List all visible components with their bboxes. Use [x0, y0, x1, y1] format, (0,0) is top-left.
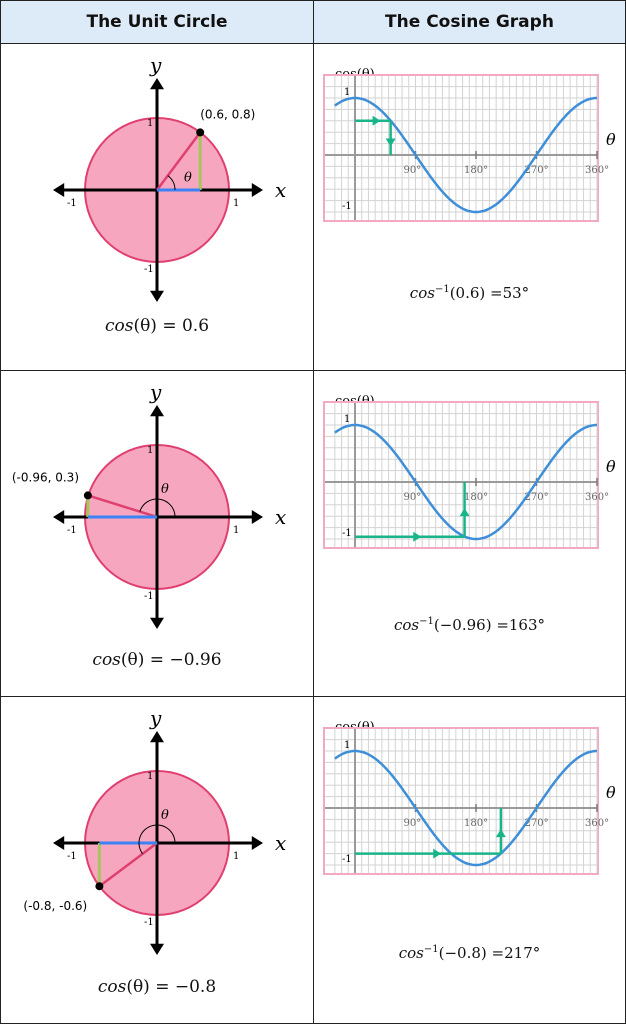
header-unit-circle: The Unit Circle [0, 0, 314, 44]
point-marker [83, 491, 92, 500]
x-axis-label: x [275, 178, 286, 202]
cosine-curve [334, 749, 597, 867]
lookup-vertical-arrow [495, 829, 506, 838]
tick-label-x-pos: 1 [233, 525, 239, 536]
graph-border [323, 401, 599, 549]
tick-label-y-pos: 1 [147, 771, 153, 782]
row-2-graph-cell: cos(θ)90°180°270°360°θ1-1 cos−1(−0.96) =… [313, 370, 626, 697]
row-1-graph-cell: cos(θ)90°180°270°360°θ1-1 cos−1(0.6) =53… [313, 43, 626, 371]
cosine-curve [334, 423, 597, 541]
theta-tick-label: 360° [585, 492, 609, 503]
theta-tick-label: 270° [525, 492, 549, 503]
graph-border [323, 74, 599, 222]
theta-tick-label: 180° [464, 492, 488, 503]
point-coordinate-label: (0.6, 0.8) [200, 107, 255, 121]
graph-caption: cos−1(−0.8) =217° [398, 944, 541, 962]
theta-tick-label: 90° [404, 492, 422, 503]
theta-label: θ [184, 170, 192, 185]
point-coordinate-label: (-0.96, 0.3) [12, 470, 79, 484]
tick-label-y-pos: 1 [147, 445, 153, 456]
tick-label-y-neg: -1 [144, 591, 154, 602]
unit-circle-diagram: x y 1 -1 1 -1 θ (-0.8, -0.6) [23, 706, 286, 955]
point-coordinate-label: (-0.8, -0.6) [23, 899, 87, 913]
x-axis-arrow-right [251, 183, 263, 197]
theta-axis-label: θ [606, 130, 616, 149]
x-axis-arrow-left [53, 836, 65, 850]
tick-label-x-neg: -1 [67, 198, 77, 209]
theta-tick-label: 90° [404, 818, 422, 829]
row-3-circle-cell: x y 1 -1 1 -1 θ (-0.8, -0.6) cos(θ) = −0.8 [0, 696, 314, 1024]
theta-tick-label: 270° [525, 818, 549, 829]
graph-caption: cos−1(−0.96) =163° [393, 616, 546, 634]
x-axis-arrow-left [53, 183, 65, 197]
x-axis-arrow-right [251, 836, 263, 850]
radius-line [98, 841, 158, 888]
y-axis-label: y [149, 706, 162, 730]
y-tick-label-top: 1 [344, 414, 350, 425]
radius-line [87, 494, 158, 519]
row-3-graph-cell: cos(θ)90°180°270°360°θ1-1 cos−1(−0.8) =2… [313, 696, 626, 1024]
graph-caption: cos−1(0.6) =53° [409, 284, 530, 302]
theta-tick-label: 180° [464, 818, 488, 829]
x-axis-label: x [275, 831, 286, 855]
y-axis-arrow-up [150, 405, 164, 417]
y-tick-label-bottom: -1 [342, 854, 352, 865]
angle-arc [139, 498, 176, 518]
y-axis-arrow-down [150, 290, 164, 302]
y-axis-arrow-down [150, 617, 164, 629]
cosine-graph: cos(θ)90°180°270°360°θ1-1 [323, 720, 616, 875]
lookup-horizontal-arrow [372, 115, 381, 126]
x-axis-arrow-right [251, 510, 263, 524]
lookup-horizontal-arrow [433, 848, 442, 859]
tick-label-y-pos: 1 [147, 118, 153, 129]
lookup-vertical-arrow [385, 138, 396, 147]
theta-label: θ [161, 808, 169, 823]
angle-arc [138, 824, 176, 855]
point-marker [95, 882, 104, 891]
circle-caption: cos(θ) = 0.6 [104, 316, 210, 336]
row-2-circle-cell: x y 1 -1 1 -1 θ (-0.96, 0.3) cos(θ) = −0.96 [0, 370, 314, 697]
cosine-curve [334, 96, 597, 214]
y-tick-label-top: 1 [344, 740, 350, 751]
unit-circle-diagram: x y 1 -1 1 -1 θ (0.6, 0.8) [53, 53, 286, 302]
y-tick-label-top: 1 [344, 87, 350, 98]
unit-circle-diagram: x y 1 -1 1 -1 θ (-0.96, 0.3) [12, 380, 286, 629]
y-axis-label: y [149, 380, 162, 404]
x-axis-label: x [275, 505, 286, 529]
y-tick-label-bottom: -1 [342, 528, 352, 539]
cosine-graph: cos(θ)90°180°270°360°θ1-1 [323, 394, 616, 549]
theta-axis-label: θ [606, 457, 616, 476]
tick-label-x-neg: -1 [67, 525, 77, 536]
cosine-graph: cos(θ)90°180°270°360°θ1-1 [323, 67, 616, 222]
tick-label-x-neg: -1 [67, 851, 77, 862]
tick-label-y-neg: -1 [144, 264, 154, 275]
y-axis-arrow-up [150, 78, 164, 90]
tick-label-x-pos: 1 [233, 851, 239, 862]
angle-arc [167, 175, 176, 191]
lookup-vertical-arrow [459, 508, 470, 517]
circle-caption: cos(θ) = −0.8 [97, 977, 217, 997]
y-axis-arrow-up [150, 731, 164, 743]
circle-caption: cos(θ) = −0.96 [92, 650, 222, 670]
theta-label: θ [161, 482, 169, 497]
tick-label-x-pos: 1 [233, 198, 239, 209]
row-1-circle-cell: x y 1 -1 1 -1 θ (0.6, 0.8) cos(θ) = 0.6 [0, 43, 314, 371]
lookup-horizontal-arrow [413, 531, 422, 542]
radius-line [155, 131, 202, 191]
point-marker [196, 128, 205, 137]
graph-border [323, 727, 599, 875]
theta-tick-label: 90° [404, 165, 422, 176]
y-tick-label-bottom: -1 [342, 201, 352, 212]
theta-tick-label: 360° [585, 165, 609, 176]
header-cosine-graph: The Cosine Graph [313, 0, 626, 44]
tick-label-y-neg: -1 [144, 917, 154, 928]
y-axis-arrow-down [150, 943, 164, 955]
y-axis-label: y [149, 53, 162, 77]
theta-tick-label: 360° [585, 818, 609, 829]
theta-axis-label: θ [606, 783, 616, 802]
theta-tick-label: 270° [525, 165, 549, 176]
x-axis-arrow-left [53, 510, 65, 524]
theta-tick-label: 180° [464, 165, 488, 176]
